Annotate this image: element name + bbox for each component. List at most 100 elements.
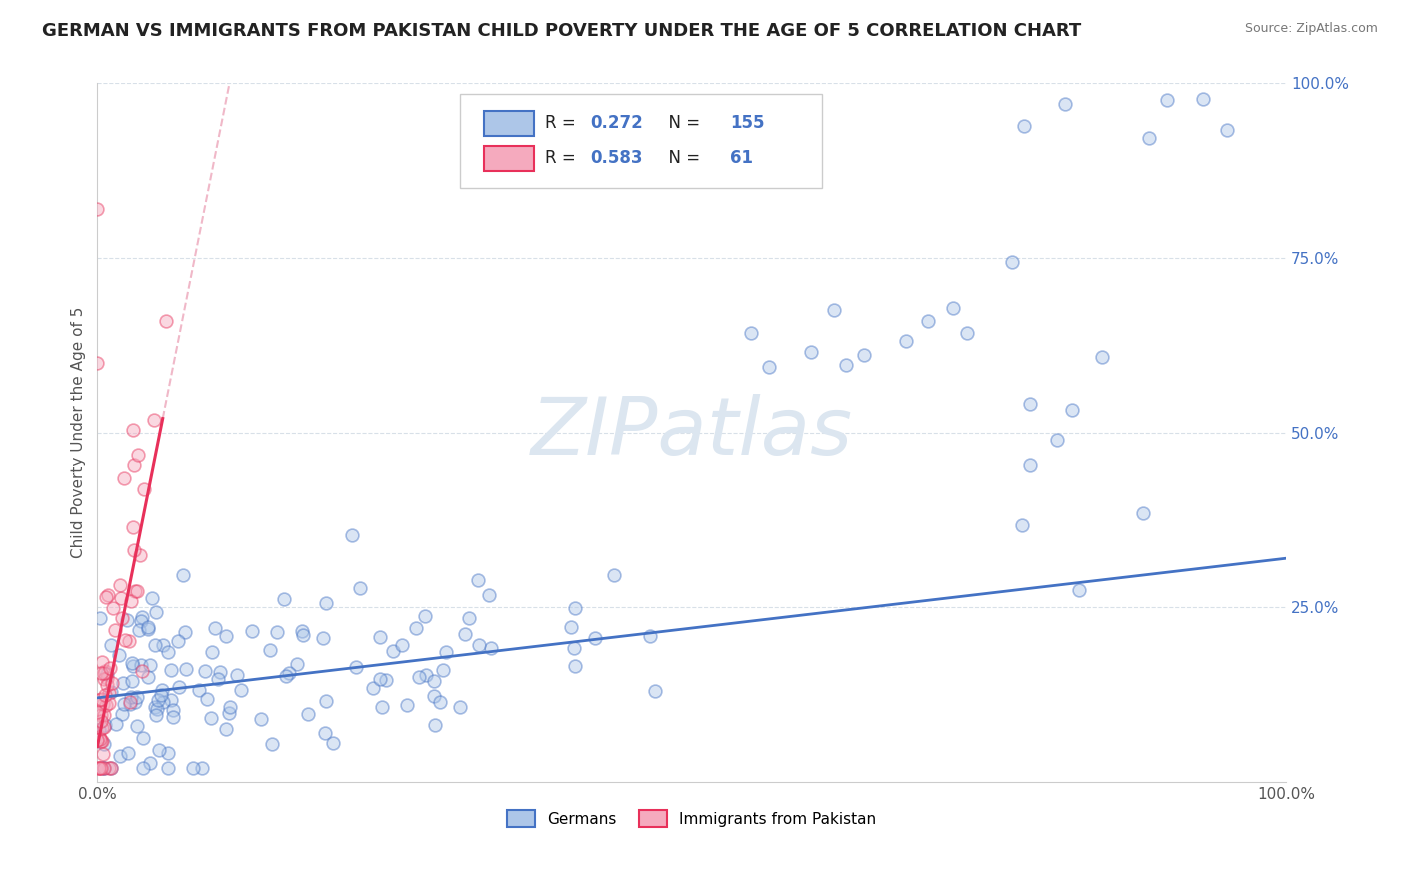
Point [148, 743, 170, 757]
Text: 155: 155 [730, 114, 765, 132]
Point [564, 601, 586, 615]
Point [382, 643, 405, 657]
Point [1011, 517, 1033, 532]
Point [101, 675, 124, 690]
Point [155, 314, 177, 328]
Point [422, 689, 444, 703]
Point [1060, 403, 1083, 417]
Point [146, 702, 169, 716]
Point [200, 711, 222, 725]
Point [131, 658, 153, 673]
Point [108, 749, 131, 764]
Point [124, 695, 146, 709]
Point [405, 621, 427, 635]
Point [128, 623, 150, 637]
Point [277, 665, 299, 680]
Point [122, 658, 145, 673]
Point [583, 631, 606, 645]
Point [638, 629, 661, 643]
Point [93, 737, 115, 751]
Point [315, 694, 337, 708]
Point [90, 666, 112, 681]
Point [87, 723, 110, 738]
Point [86, 732, 108, 747]
Point [111, 676, 134, 690]
Point [162, 710, 184, 724]
Point [395, 698, 418, 713]
Point [200, 645, 222, 659]
Point [250, 712, 273, 726]
Point [131, 664, 153, 678]
Point [104, 624, 127, 638]
Point [100, 685, 122, 699]
Point [100, 761, 122, 775]
Point [93, 747, 115, 761]
Point [368, 631, 391, 645]
Point [96, 671, 118, 685]
Point [1046, 433, 1069, 447]
Point [1019, 397, 1042, 411]
Point [468, 638, 491, 652]
Point [127, 449, 149, 463]
Point [125, 690, 148, 705]
Point [562, 641, 585, 656]
Point [94, 717, 117, 731]
Point [86, 705, 108, 719]
Point [799, 345, 821, 359]
Point [136, 670, 159, 684]
Point [131, 610, 153, 624]
Point [93, 707, 115, 722]
Point [429, 695, 451, 709]
Point [167, 680, 190, 694]
Point [188, 683, 211, 698]
Point [391, 638, 413, 652]
Point [315, 596, 337, 610]
Point [100, 761, 122, 775]
Point [139, 756, 162, 771]
Point [138, 657, 160, 672]
Point [1215, 122, 1237, 136]
Point [162, 703, 184, 717]
Point [160, 663, 183, 677]
Point [160, 692, 183, 706]
Point [120, 690, 142, 704]
Point [96, 678, 118, 692]
Point [368, 672, 391, 686]
Text: N =: N = [658, 114, 706, 132]
Point [1091, 350, 1114, 364]
Point [231, 682, 253, 697]
Point [94, 591, 117, 605]
Point [93, 761, 115, 775]
Point [152, 638, 174, 652]
Point [225, 668, 247, 682]
Point [98, 696, 121, 710]
Point [120, 594, 142, 608]
Point [87, 692, 110, 706]
Point [564, 659, 586, 673]
Point [127, 719, 149, 733]
Text: R =: R = [546, 149, 582, 167]
Point [93, 761, 115, 775]
Point [191, 761, 214, 775]
Point [156, 645, 179, 659]
Point [129, 614, 152, 628]
Point [434, 645, 457, 659]
Point [100, 638, 122, 652]
Point [150, 683, 173, 698]
Text: 0.272: 0.272 [591, 114, 644, 132]
Point [90, 761, 112, 775]
Point [124, 584, 146, 599]
Point [173, 625, 195, 640]
Point [467, 574, 489, 588]
Point [361, 681, 384, 696]
Point [314, 726, 336, 740]
Point [479, 640, 502, 655]
Point [96, 667, 118, 681]
Point [122, 458, 145, 473]
Point [194, 664, 217, 678]
Point [266, 624, 288, 639]
Point [111, 611, 134, 625]
Point [371, 700, 394, 714]
Point [174, 662, 197, 676]
Point [101, 601, 124, 615]
